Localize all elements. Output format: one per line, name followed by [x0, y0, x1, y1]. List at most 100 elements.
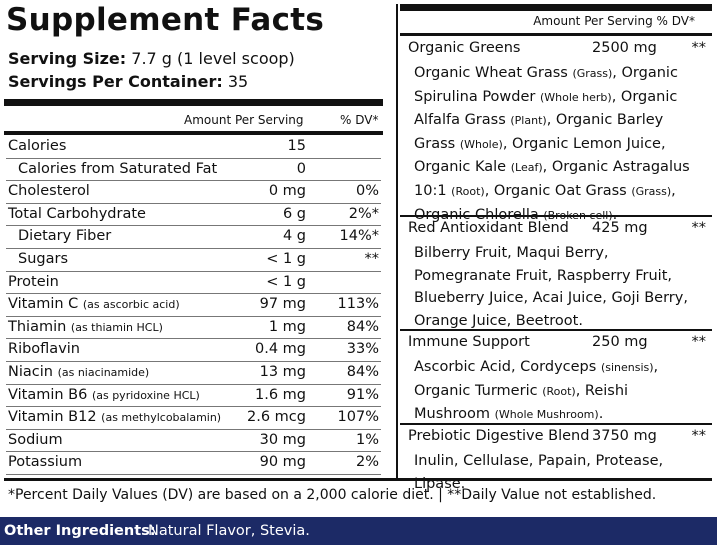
nutrient-amount: < 1 g [266, 251, 306, 267]
nutrient-label: Riboflavin [8, 341, 80, 358]
ingredient-text: , Organic Lemon Juice, Organic Kale [414, 135, 666, 176]
nutrient-label: Total Carbohydrate [8, 205, 146, 222]
nutrient-amount: 1 mg [268, 318, 306, 335]
nutrient-label: Vitamin B6 [8, 386, 88, 403]
ingredient-text: , Organic Spirulina Powder [414, 65, 678, 105]
ingredient-text: Inulin, Cellulase, Papain, Protease, Lip… [414, 453, 664, 492]
table-row: Potassium 90 mg 2% [6, 451, 381, 475]
serving-size-label: Serving Size: [8, 49, 127, 68]
nutrient-dv: 107% [337, 409, 379, 426]
nutrient-name: Niacin (as niacinamide) [8, 364, 149, 380]
nutrient-source: (as methylcobalamin) [101, 411, 222, 425]
table-row: Sodium 30 mg 1% [6, 429, 381, 453]
blend-header: Prebiotic Digestive Blend 3750 mg ** [400, 428, 710, 450]
blend-header: Red Antioxidant Blend 425 mg ** [400, 220, 710, 242]
column-divider [396, 4, 398, 478]
nutrient-name: Cholesterol [8, 183, 90, 199]
nutrient-name: Calories from Saturated Fat [18, 161, 217, 177]
nutrient-dv: ** [364, 251, 380, 267]
blend-dv: ** [691, 428, 707, 444]
blend-ingredients: Bilberry Fruit, Maqui Berry, Pomegranate… [414, 242, 710, 332]
nutrient-dv: 0% [355, 183, 379, 200]
nutrient-dv: 84% [346, 318, 379, 335]
ingredient-text: Bilberry Fruit, Maqui Berry, Pomegranate… [414, 245, 688, 329]
ingredient-text: , Organic Chlorella [414, 182, 676, 223]
blend-header: Immune Support 250 mg ** [400, 334, 710, 356]
blend-amount: 425 mg [592, 220, 648, 236]
ingredient-part-note: (Whole herb) [539, 90, 612, 104]
blend-amount: 2500 mg [592, 40, 657, 56]
nutrient-name: Sodium [8, 432, 63, 448]
servings-per-container: Servings Per Container: 35 [8, 72, 248, 91]
left-header-dv: % DV* [340, 113, 379, 127]
nutrient-name: Vitamin B12 (as methylcobalamin) [8, 409, 221, 425]
nutrient-name: Potassium [8, 454, 82, 470]
nutrient-name: Calories [8, 138, 66, 154]
other-ingredients-banner: Other Ingredients: Natural Flavor, Stevi… [0, 517, 717, 545]
blend-amount: 250 mg [592, 334, 648, 350]
table-row: Niacin (as niacinamide) 13 mg 84% [6, 361, 381, 385]
table-row: Calories from Saturated Fat 0 [6, 158, 381, 182]
servings-label: Servings Per Container: [8, 72, 223, 91]
nutrient-amount: 4 g [282, 228, 306, 245]
nutrient-label: Sugars [18, 251, 68, 267]
ingredient-text: Organic Wheat Grass [414, 65, 573, 81]
left-thick-rule [4, 99, 383, 106]
blend-section: Prebiotic Digestive Blend 3750 mg ** Inulin… [400, 428, 710, 495]
ingredient-part-note: (Whole) [459, 137, 503, 151]
nutrient-dv: 84% [346, 364, 379, 380]
ingredient-part-note: (Grass) [572, 67, 613, 80]
nutrient-label: Calories from Saturated Fat [18, 160, 218, 177]
ingredient-part-note: (Plant) [510, 114, 547, 128]
nutrient-name: Vitamin C (as ascorbic acid) [8, 296, 180, 312]
ingredient-part-note: (Grass) [631, 184, 672, 198]
ingredient-text: , Organic Alfalfa Grass [414, 88, 678, 129]
ingredient-text: . [613, 207, 618, 223]
right-header: Amount Per Serving % DV* [533, 14, 695, 28]
nutrient-label: Protein [8, 273, 59, 290]
nutrient-dv: 91% [346, 386, 379, 403]
nutrient-amount: 0 [296, 160, 306, 177]
table-row: Thiamin (as thiamin HCL) 1 mg 84% [6, 316, 381, 340]
blend-dv: ** [691, 334, 707, 350]
table-row: Calories 15 [6, 135, 381, 159]
nutrient-dv: 2%* [348, 205, 379, 222]
nutrient-name: Vitamin B6 (as pyridoxine HCL) [8, 387, 200, 403]
nutrient-amount: 2.6 mcg [247, 409, 306, 426]
nutrient-label: Calories [8, 138, 67, 154]
blend-section: Red Antioxidant Blend 425 mg ** Bilberry Fr… [400, 220, 710, 332]
blend-name: Prebiotic Digestive Blend [408, 428, 590, 444]
other-ingredients-value: Natural Flavor, Stevia. [148, 523, 310, 539]
nutrient-name: Riboflavin [8, 341, 80, 357]
nutrient-name: Protein [8, 274, 59, 290]
table-row: Dietary Fiber 4 g 14%* [6, 225, 381, 249]
nutrient-amount: 97 mg [259, 296, 306, 313]
blend-ingredients: Ascorbic Acid, Cordyceps (sinensis), Org… [414, 356, 710, 427]
blend-divider [400, 215, 712, 217]
nutrient-label: Thiamin [8, 318, 67, 335]
blend-name: Organic Greens [408, 40, 521, 56]
nutrient-source: (as niacinamide) [57, 366, 150, 379]
nutrient-name: Dietary Fiber [18, 228, 111, 244]
servings-value: 35 [227, 72, 249, 91]
table-row: Total Carbohydrate 6 g 2%* [6, 203, 381, 227]
table-row: Vitamin B12 (as methylcobalamin) 2.6 mcg 1… [6, 406, 381, 430]
nutrient-label: Cholesterol [8, 183, 90, 200]
blend-name: Red Antioxidant Blend [408, 220, 569, 236]
nutrient-label: Niacin [8, 364, 53, 380]
footnote: *Percent Daily Values (DV) are based on … [8, 487, 657, 503]
nutrient-amount: 15 [287, 138, 306, 154]
blend-divider [400, 329, 712, 331]
blend-name: Immune Support [408, 334, 530, 350]
nutrient-dv: 1% [355, 431, 379, 448]
ingredient-part-note: (Leaf) [510, 161, 543, 175]
blend-dv: ** [691, 220, 707, 236]
right-top-rule [400, 4, 712, 11]
table-row: Riboflavin 0.4 mg 33% [6, 338, 381, 362]
blend-divider [400, 423, 712, 425]
nutrient-label: Potassium [8, 454, 83, 471]
nutrient-amount: 30 mg [259, 431, 306, 448]
table-row: Vitamin B6 (as pyridoxine HCL) 1.6 mg 91% [6, 384, 381, 408]
nutrient-dv: 113% [337, 296, 379, 313]
